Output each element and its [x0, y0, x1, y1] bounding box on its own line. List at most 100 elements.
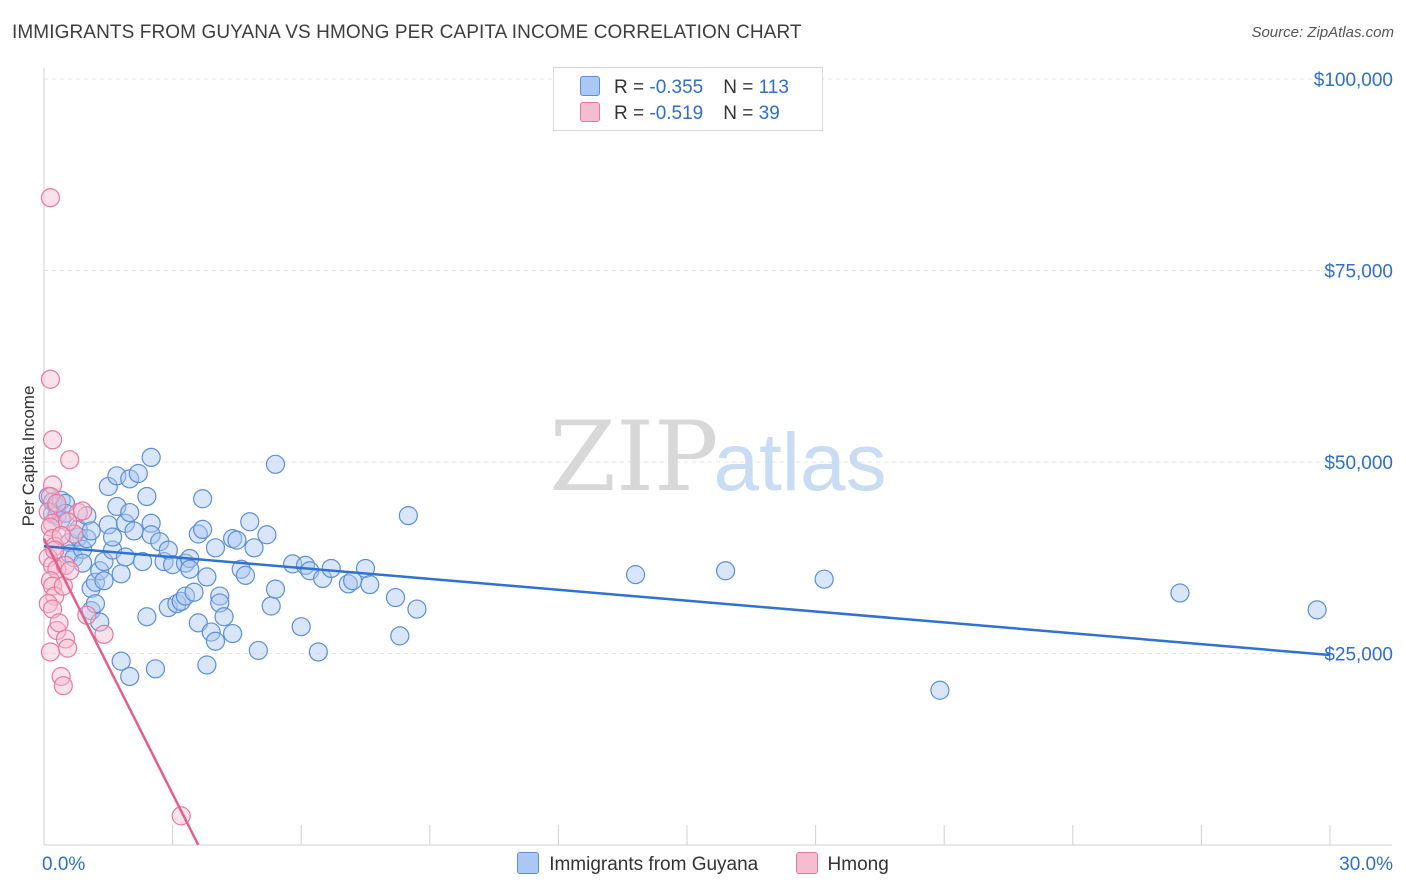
- legend-r-value: -0.519: [649, 103, 704, 124]
- stats-legend: R = -0.355 N = 113 R = -0.519 N = 39: [553, 67, 823, 131]
- hmong-point-19: [40, 642, 61, 662]
- legend-row-hmong: R = -0.519 N = 39: [580, 102, 792, 126]
- guyana-point-30: [102, 527, 123, 547]
- guyana-point-68: [205, 631, 226, 651]
- guyana-point-104: [1170, 583, 1190, 603]
- legend-n-value: 39: [758, 103, 780, 124]
- x-tick-label: 0.0%: [42, 854, 85, 875]
- guyana-point-48: [145, 659, 166, 679]
- guyana-point-100: [625, 565, 646, 585]
- guyana-point-35: [115, 547, 136, 567]
- x-tick-label: 30.0%: [1339, 854, 1393, 875]
- guyana-point-102: [814, 569, 834, 589]
- y-tick-label: $50,000: [1324, 453, 1393, 474]
- guyana-point-45: [141, 513, 161, 533]
- guyana-point-95: [360, 574, 380, 595]
- legend-n-label: N =: [723, 77, 759, 98]
- guyana-point-66: [197, 655, 217, 675]
- series-hmong-points: [38, 188, 191, 826]
- hmong-point-24: [60, 450, 80, 470]
- hmong-point-21: [53, 676, 73, 696]
- hmong-point-1: [40, 369, 61, 389]
- legend-label-guyana: Immigrants from Guyana: [549, 854, 759, 875]
- hmong-point-28: [72, 501, 93, 521]
- y-tick-label: $75,000: [1324, 262, 1393, 283]
- guyana-point-27: [98, 515, 118, 535]
- guyana-point-80: [248, 640, 268, 661]
- guyana-point-18: [81, 521, 101, 541]
- hmong-point-2: [42, 430, 63, 450]
- guyana-point-101: [715, 561, 736, 581]
- legend-swatch-blue: [517, 852, 540, 874]
- y-tick-label: $100,000: [1314, 70, 1393, 91]
- guyana-point-83: [265, 454, 286, 474]
- hmong-point-23: [57, 638, 78, 658]
- guyana-point-70: [210, 586, 230, 606]
- legend-swatch-pink: [580, 102, 600, 122]
- guyana-point-82: [261, 596, 281, 616]
- guyana-point-74: [223, 623, 243, 644]
- hmong-point-3: [42, 475, 63, 495]
- guyana-point-103: [930, 680, 950, 700]
- trend-lines: [42, 538, 1331, 846]
- guyana-point-86: [291, 617, 311, 637]
- guyana-point-65: [197, 567, 217, 587]
- guyana-point-26: [94, 571, 114, 591]
- guyana-point-34: [111, 564, 131, 584]
- guyana-point-81: [257, 525, 277, 545]
- guyana-point-89: [308, 642, 328, 662]
- watermark-atlas: atlas: [713, 417, 886, 508]
- guyana-point-43: [137, 607, 157, 627]
- guyana-point-41: [128, 463, 148, 484]
- legend-swatch-pink: [795, 852, 818, 874]
- guyana-point-24: [90, 561, 110, 581]
- guyana-point-77: [235, 565, 256, 585]
- legend-r-label: R =: [614, 77, 650, 98]
- guyana-point-40: [120, 666, 140, 687]
- guyana-point-91: [321, 558, 341, 579]
- guyana-point-51: [158, 540, 178, 560]
- legend-item-guyana[interactable]: Immigrants from Guyana: [517, 852, 758, 876]
- guyana-point-105: [1307, 600, 1327, 620]
- legend-n-label: N =: [723, 103, 759, 124]
- guyana-point-75: [227, 530, 247, 550]
- y-axis-title: Per Capita Income: [19, 386, 38, 527]
- guyana-point-33: [111, 651, 131, 671]
- axis-labels: $25,000 $50,000 $75,000 $100,000 0.0% 30.0%: [42, 70, 1393, 875]
- legend-item-hmong[interactable]: Hmong: [795, 852, 889, 876]
- guyana-point-72: [214, 607, 234, 627]
- watermark-zip: ZIP: [549, 401, 718, 513]
- guyana-point-96: [385, 587, 406, 608]
- guyana-point-38: [120, 502, 140, 523]
- source-credit: Source: ZipAtlas.com: [1251, 24, 1394, 41]
- legend-row-guyana: R = -0.355 N = 113: [580, 76, 789, 100]
- guyana-point-97: [390, 626, 410, 646]
- series-legend: Immigrants from Guyana Hmong: [0, 852, 1406, 876]
- hmong-point-33: [47, 493, 67, 513]
- legend-label-hmong: Hmong: [827, 854, 889, 875]
- zipatlas-watermark: ZIP atlas: [549, 401, 886, 513]
- guyana-point-42: [132, 551, 153, 572]
- guyana-point-78: [240, 512, 260, 532]
- legend-n-value: 113: [758, 77, 789, 98]
- legend-r-value: -0.355: [649, 77, 704, 98]
- series-guyana-points: [38, 447, 1327, 700]
- hmong-trend-line: [42, 538, 200, 846]
- hmong-point-35: [49, 613, 69, 633]
- guyana-point-79: [244, 538, 264, 558]
- guyana-point-69: [205, 538, 226, 558]
- guyana-point-60: [184, 582, 204, 602]
- guyana-point-59: [180, 559, 200, 579]
- guyana-point-64: [193, 489, 213, 509]
- guyana-point-44: [137, 486, 157, 507]
- guyana-point-39: [124, 521, 144, 541]
- guyana-point-98: [398, 506, 418, 526]
- axes: [43, 68, 1392, 846]
- guyana-trend-line: [43, 545, 1331, 657]
- y-tick-label: $25,000: [1324, 645, 1393, 666]
- hmong-point-30: [94, 624, 114, 644]
- legend-swatch-blue: [580, 76, 600, 96]
- hmong-point-0: [40, 188, 61, 208]
- guyana-point-63: [193, 519, 213, 540]
